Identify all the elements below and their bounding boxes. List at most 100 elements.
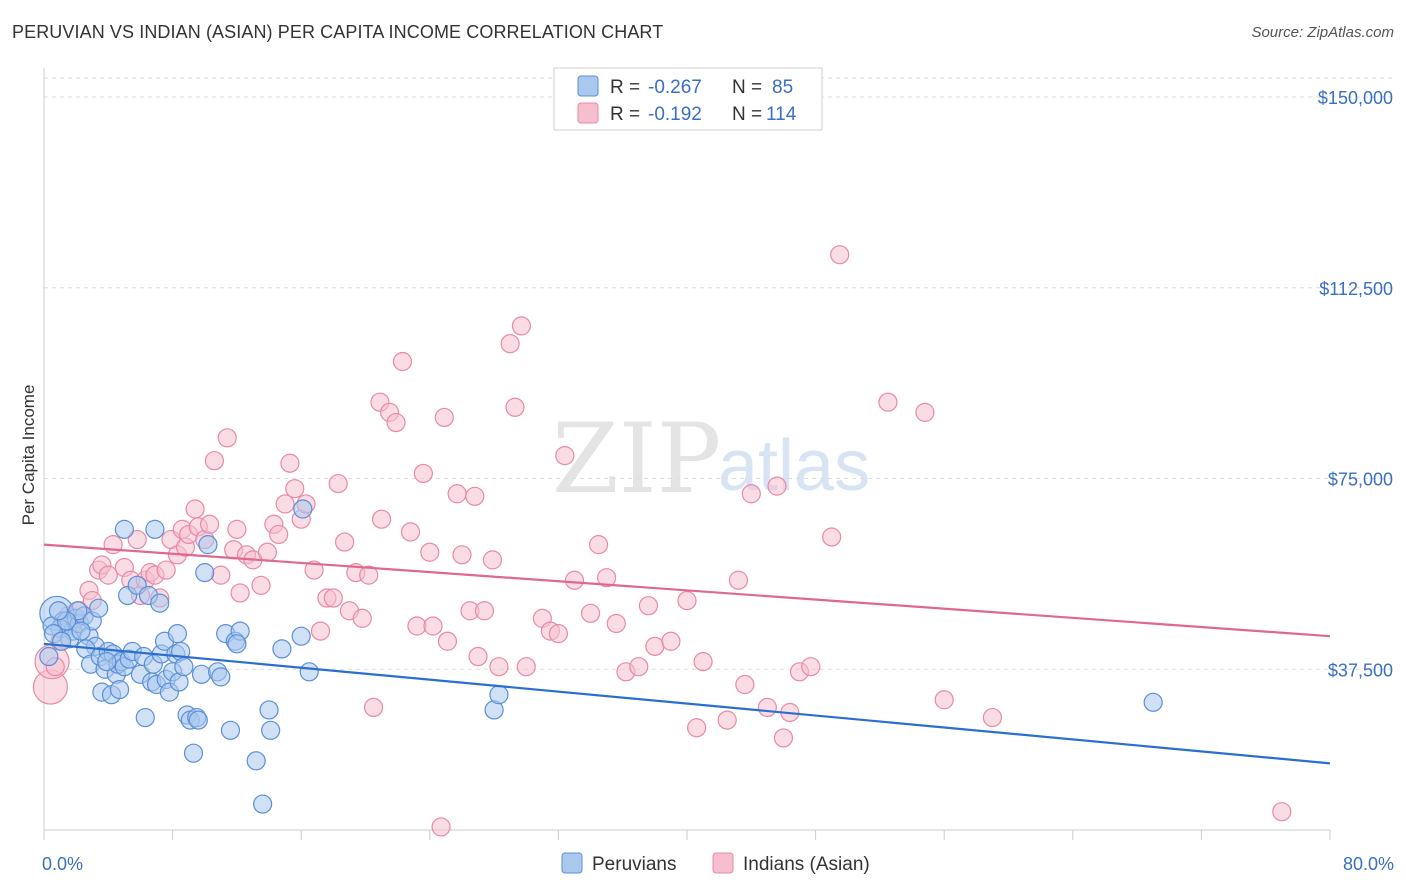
indians-point-89 [588,535,609,555]
peruvians-point-64 [227,634,247,654]
peruvians-point-84 [97,652,117,672]
indians-point-86 [555,446,575,466]
grid-lines [44,77,1394,670]
indians-point-90 [597,568,617,588]
peruvians-point-57 [198,535,218,555]
indians-point-105 [767,476,787,496]
y-tick-labels: $37,500 $75,000 $112,500 $150,000 [1318,88,1393,680]
peruvians-point-39 [150,593,170,613]
indians-point-57 [359,565,379,585]
indians-point-65 [407,616,427,636]
indians-point-110 [822,527,842,547]
indians-point-117 [431,817,451,837]
indians-point-102 [735,674,755,695]
indians-point-52 [328,473,348,494]
indians-point-39 [251,575,271,595]
indians-point-101 [728,570,749,590]
indians-point-58 [363,697,384,718]
indians-point-42 [269,524,289,545]
bottom-legend-swatch-peruvians [561,852,583,874]
indians-point-80 [505,397,525,417]
indians-point-60 [371,509,392,529]
peruvians-point-46 [167,624,188,644]
y-axis-label: Per Capita Income [19,385,38,526]
x-tick-max: 80.0% [1343,854,1394,874]
indians-point-87 [564,570,585,590]
indians-point-51 [323,588,343,608]
peruvians-point-37 [145,519,165,539]
peruvians-point-65 [246,751,266,771]
bottom-legend: Peruvians Indians (Asian) [561,852,870,875]
y-tick-label-2: $112,500 [1319,279,1393,299]
peruvians-point-55 [191,664,212,684]
trend-lines [43,543,1331,765]
peruvians-point-52 [183,743,204,763]
indians-point-99 [693,652,713,672]
indians-point-44 [280,453,300,473]
indians-point-82 [516,657,536,677]
bottom-legend-label-peruvians: Peruvians [592,854,677,875]
indians-point-76 [474,601,495,621]
indians-point-43 [275,494,295,514]
indians-point-71 [447,484,467,504]
indians-point-63 [392,351,413,372]
indians-point-35 [227,519,247,539]
indians-point-69 [434,407,454,428]
indians-point-78 [489,657,509,677]
indians-point-72 [452,545,472,565]
bottom-legend-label-indians: Indians (Asian) [743,854,870,875]
bottom-legend-swatch-indians [712,852,734,874]
indians-point-11 [98,565,118,585]
indians-point-91 [606,613,626,634]
indians-points [32,245,1292,837]
legend: R = -0.267 N = 85 R = -0.192 N = 114 [553,67,823,131]
indians-point-100 [717,710,737,730]
indians-point-88 [580,603,601,623]
source-label: Source: ZipAtlas.com [1251,24,1394,41]
legend-n-value-peruvians: 85 [772,77,793,98]
peruvians-point-67 [259,700,279,720]
indians-point-40 [257,542,278,562]
indians-point-31 [204,451,224,471]
indians-point-67 [420,542,440,562]
legend-n-label-peruvians: N = [732,77,762,98]
peruvians-point-69 [272,639,292,659]
indians-point-98 [687,718,707,738]
peruvians-point-75 [1143,692,1163,712]
legend-swatch-peruvians [577,75,599,97]
legend-n-label-indians: N = [732,104,762,125]
peruvians-point-82 [71,621,91,641]
indians-point-94 [638,596,659,616]
indians-point-103 [741,484,761,504]
indians-point-114 [934,690,954,710]
chart-title: PERUVIAN VS INDIAN (ASIAN) PER CAPITA IN… [12,22,664,42]
peruvians-point-15 [89,598,109,618]
indians-point-79 [500,334,520,354]
peruvians-point-68 [261,720,281,740]
peruvians-trend-line [43,642,1331,765]
indians-point-77 [482,550,503,570]
indians-point-27 [185,499,205,519]
indians-point-112 [878,392,898,412]
indians-point-113 [915,402,935,422]
indians-point-93 [629,657,649,677]
indians-point-75 [468,646,488,667]
indians-point-116 [1272,802,1292,822]
indians-point-53 [335,532,355,552]
legend-swatch-indians [577,102,599,124]
indians-point-64 [400,522,421,542]
peruvians-point-56 [195,563,215,583]
indians-point-45 [285,479,305,499]
watermark-zip: ZIP [552,403,721,515]
indians-point-85 [548,624,569,644]
indians-point-96 [661,631,681,651]
indians-point-33 [217,428,237,448]
peruvians-point-74 [489,685,509,705]
peruvians-point-80 [39,646,59,667]
indians-point-15 [127,529,147,550]
indians-point-36 [230,583,250,603]
indians-point-68 [423,616,443,636]
y-tick-label-3: $150,000 [1318,88,1393,108]
indians-point-74 [465,486,485,506]
